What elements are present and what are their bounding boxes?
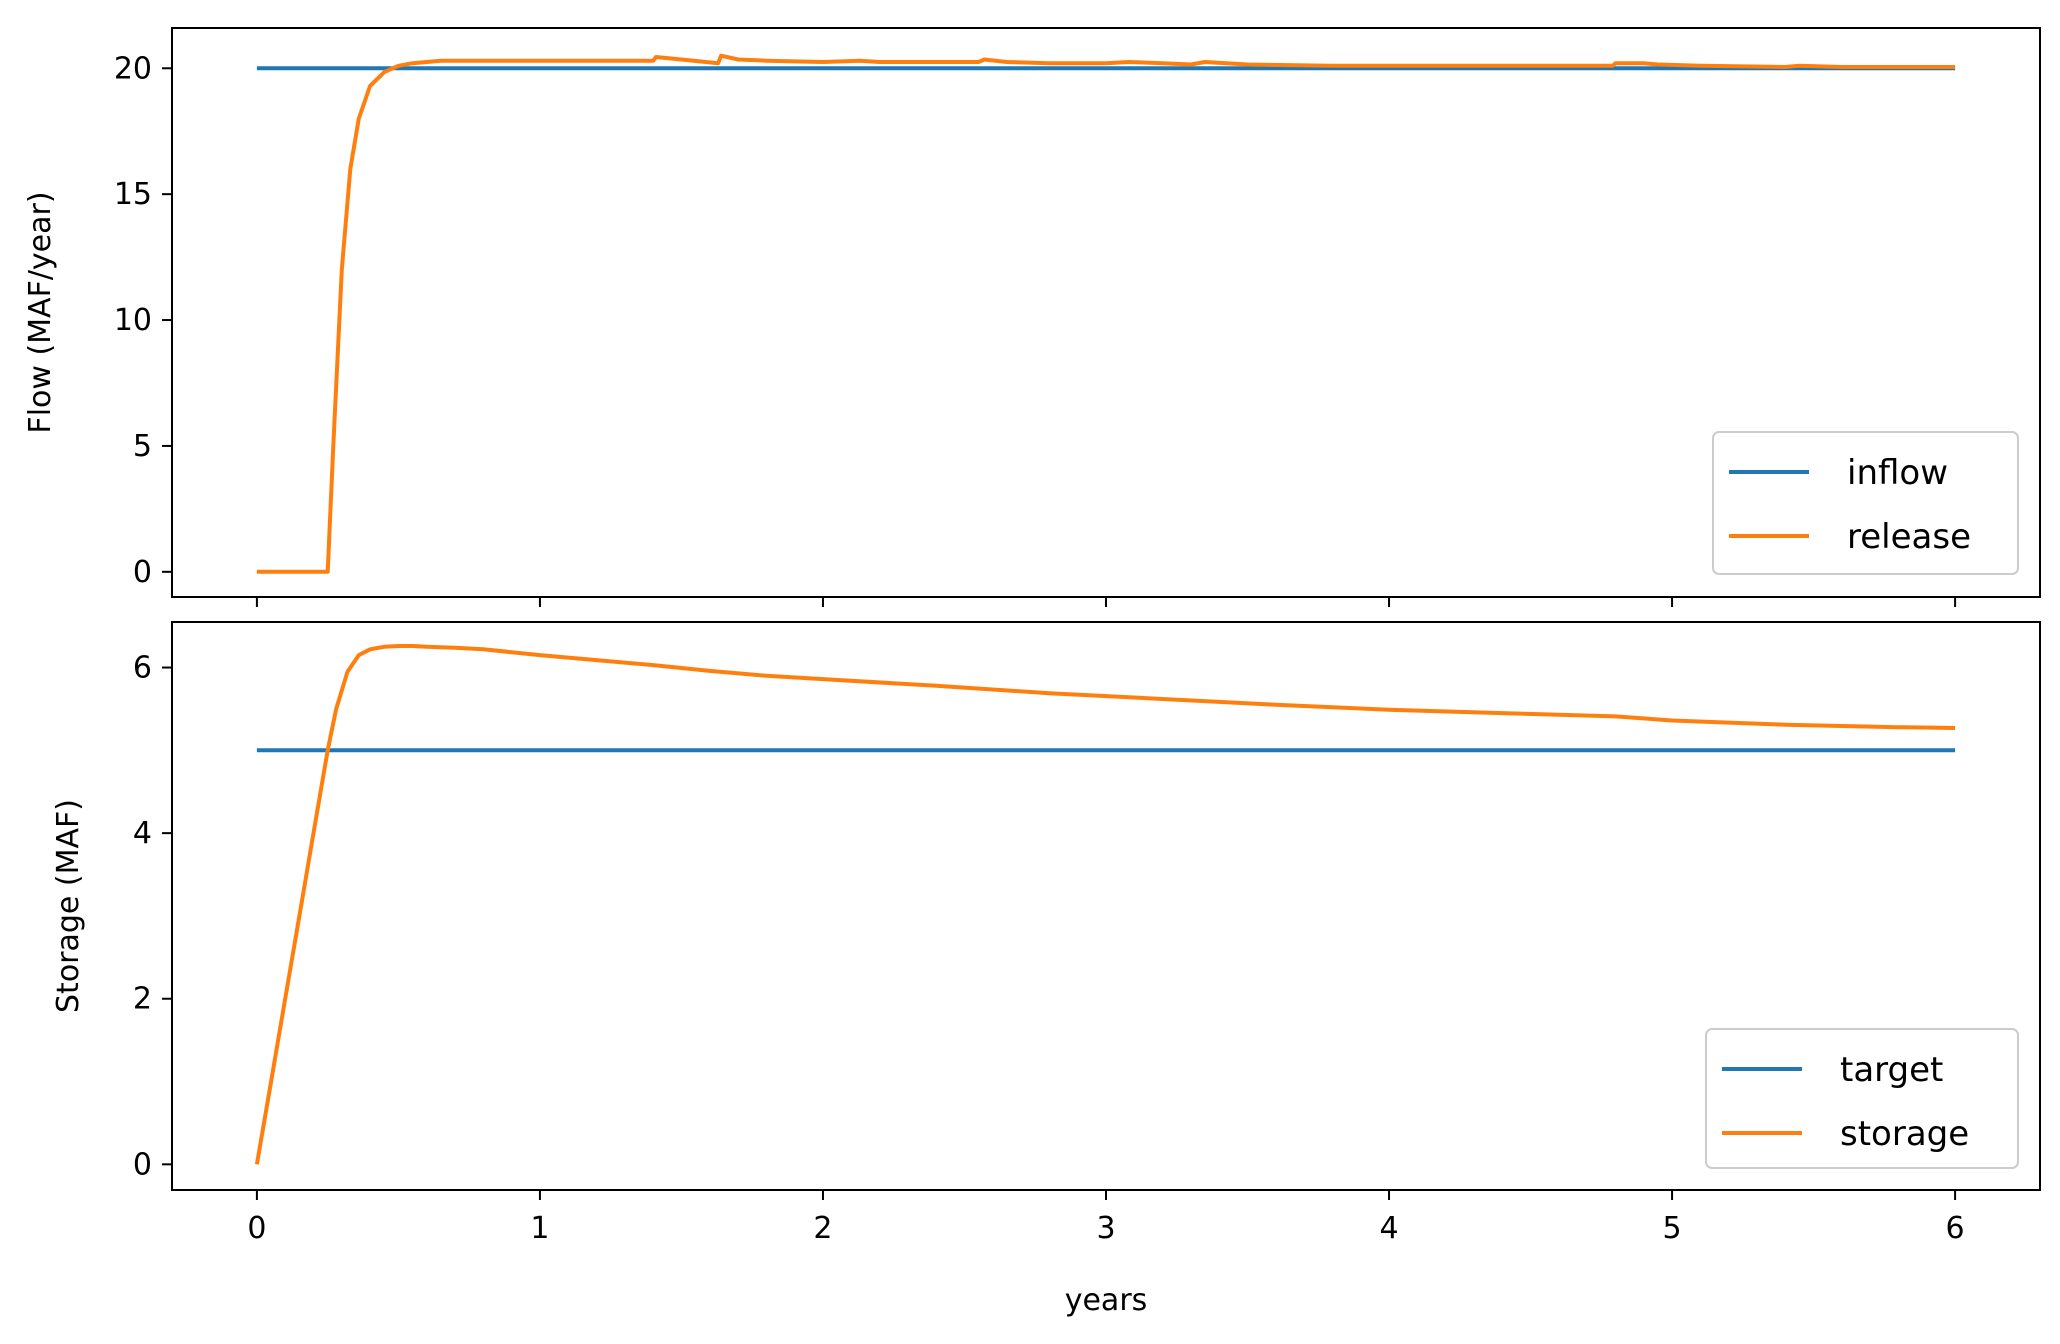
storage-xtick-label: 3 (1096, 1211, 1115, 1246)
storage-legend: target storage (1705, 1028, 2019, 1169)
storage-ytick-label: 4 (133, 816, 152, 851)
storage-xtick-label: 1 (530, 1211, 549, 1246)
flow-legend-label-release: release (1847, 517, 1971, 557)
storage-series-storage (254, 644, 1956, 1165)
flow-y-axis-label: Flow (MAF/year) (23, 191, 58, 433)
storage-legend-label-storage: storage (1840, 1114, 1969, 1154)
flow-ytick-label: 5 (133, 429, 152, 464)
flow-legend-label-inflow: inflow (1847, 453, 1948, 493)
storage-xtick-label: 0 (247, 1211, 266, 1246)
storage-xtick-label: 5 (1663, 1211, 1682, 1246)
flow-series-lines (256, 53, 1956, 574)
storage-subplot: 0 2 4 6 0 1 2 3 4 5 6 Storage (MAF) years target st… (51, 621, 2041, 1318)
flow-series-release (256, 53, 1956, 574)
storage-xtick-label: 2 (813, 1211, 832, 1246)
storage-y-axis-label: Storage (MAF) (51, 799, 86, 1013)
flow-ytick-label: 15 (114, 177, 152, 212)
flow-subplot: 0 5 10 15 20 Flow (MAF/year) inflow release (23, 27, 2041, 607)
storage-series-lines (254, 644, 1956, 1165)
storage-ytick-label: 0 (133, 1147, 152, 1182)
storage-ytick-label: 2 (133, 982, 152, 1017)
flow-ytick-label: 20 (114, 51, 152, 86)
storage-xtick-label: 6 (1946, 1211, 1965, 1246)
flow-ytick-label: 10 (114, 303, 152, 338)
x-axis-label: years (1065, 1283, 1148, 1318)
flow-legend: inflow release (1712, 431, 2019, 575)
storage-legend-label-target: target (1840, 1050, 1943, 1090)
flow-ytick-label: 0 (133, 555, 152, 590)
flow-legend-box (1712, 431, 2019, 575)
storage-xtick-label: 4 (1379, 1211, 1398, 1246)
storage-ticks: 0 2 4 6 0 1 2 3 4 5 6 (133, 651, 1965, 1246)
storage-ytick-label: 6 (133, 651, 152, 686)
flow-ticks: 0 5 10 15 20 (114, 51, 1957, 607)
